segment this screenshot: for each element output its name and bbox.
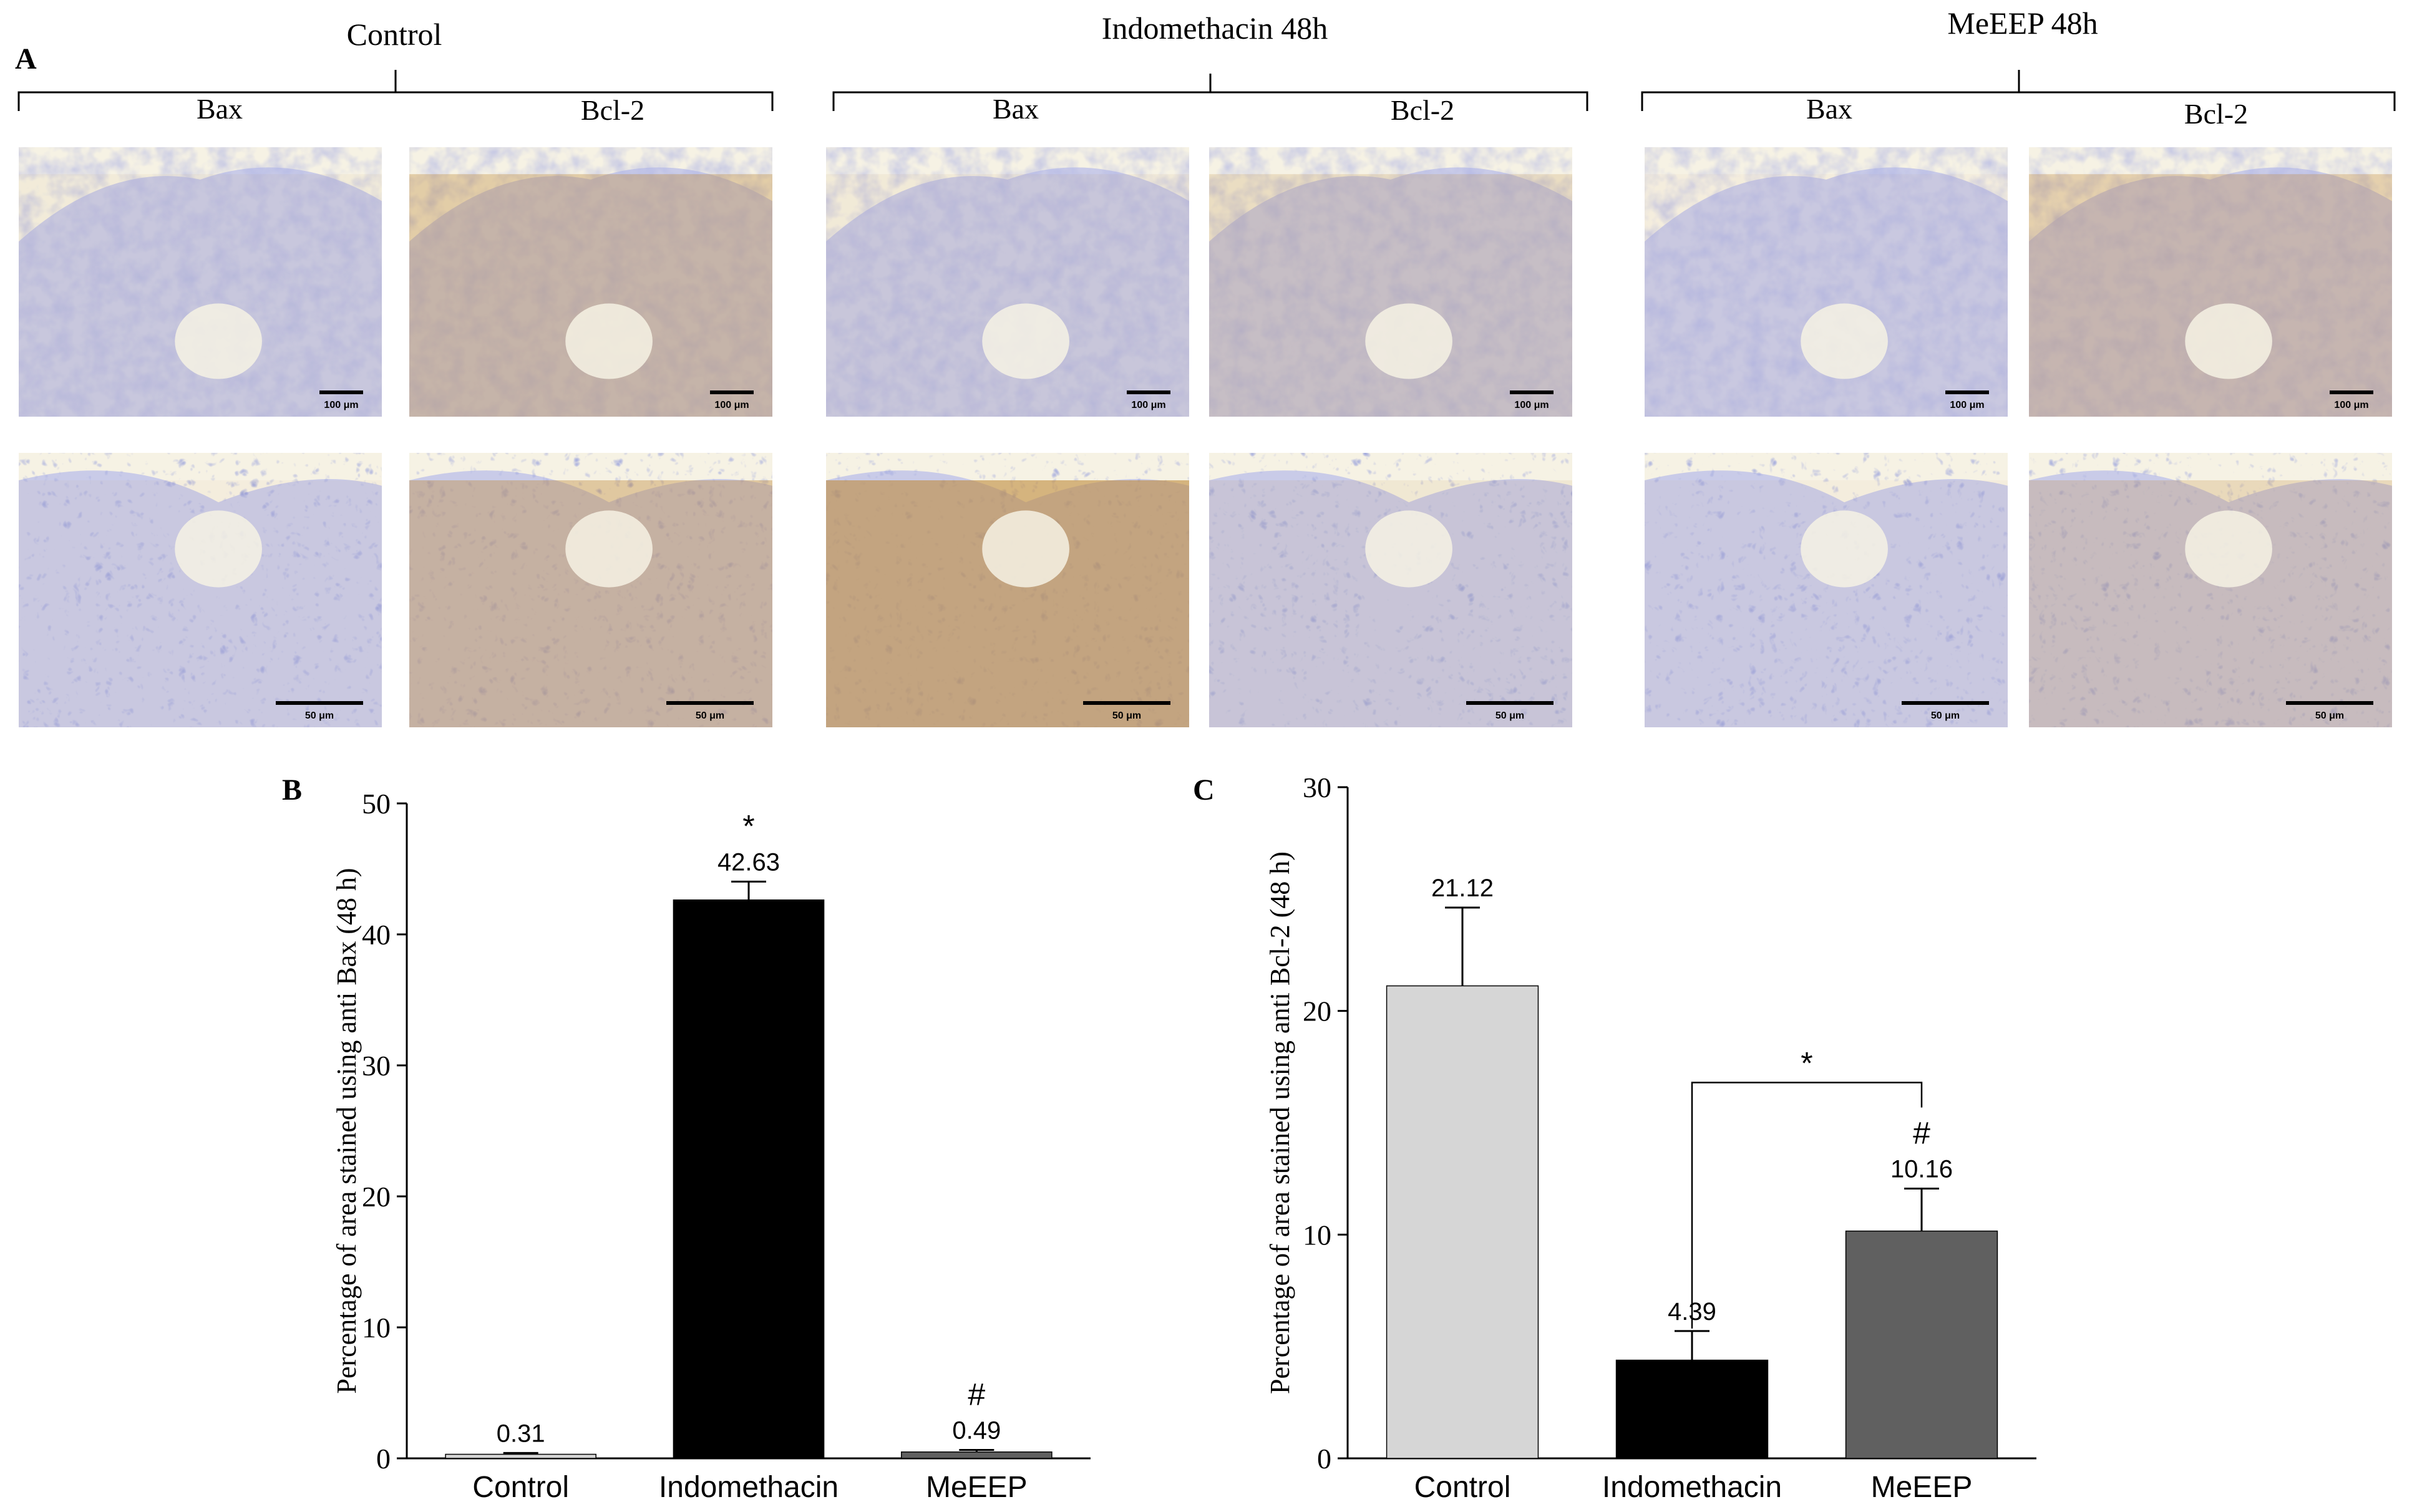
scale-bar-label: 50 μm bbox=[696, 710, 724, 721]
y-tick-label: 10 bbox=[1303, 1219, 1331, 1251]
scale-bar-line bbox=[1902, 701, 1989, 705]
bracket-indomethacin bbox=[832, 74, 1588, 111]
chart-b: B 0 10 20 30 40 50 Percentage of area stained u… bbox=[282, 773, 1091, 1504]
micrograph-indomethacin-bax-high-mag: 50 μm bbox=[826, 453, 1189, 727]
group-title-indomethacin: Indomethacin 48h bbox=[1102, 11, 1328, 46]
panel-letter-c: C bbox=[1193, 773, 1215, 807]
scale-bar-line bbox=[2330, 390, 2373, 394]
value-label: 0.31 bbox=[497, 1420, 545, 1447]
y-tick-label: 40 bbox=[362, 919, 391, 951]
y-tick-label: 50 bbox=[362, 788, 391, 820]
panel-a: A Control Indomethacin 48h MeEEP 48h Bax… bbox=[15, 6, 2396, 727]
group-title-meeep: MeEEP 48h bbox=[1947, 6, 2098, 41]
label-bcl2-meeep: Bcl-2 bbox=[2184, 98, 2248, 130]
scale-bar-line bbox=[1945, 390, 1989, 394]
y-tick-label: 0 bbox=[1317, 1443, 1331, 1475]
x-tick-label: Control bbox=[1414, 1471, 1511, 1504]
bar-control bbox=[445, 1453, 596, 1459]
value-label: 21.12 bbox=[1431, 875, 1494, 902]
scale-bar-line bbox=[1510, 390, 1554, 394]
scale-bar-line bbox=[1127, 390, 1170, 394]
scale-bar-label: 100 μm bbox=[2334, 400, 2368, 410]
x-tick-label: MeEEP bbox=[926, 1471, 1028, 1504]
value-label: 10.16 bbox=[1890, 1155, 1953, 1183]
group-title-control: Control bbox=[347, 17, 442, 52]
scale-bar-label: 100 μm bbox=[1131, 400, 1165, 410]
label-bcl2-control: Bcl-2 bbox=[581, 94, 644, 126]
scale-bar-line bbox=[2286, 701, 2373, 705]
scale-bar-line bbox=[319, 390, 363, 394]
scale-bar-label: 100 μm bbox=[714, 400, 749, 410]
bracket-control bbox=[17, 70, 774, 111]
micrographs: 100 μm 100 μm 100 μm 100 μm 100 μm 100 μm 50 μ… bbox=[19, 147, 2392, 727]
micrograph-meeep-bcl2-low-mag: 100 μm bbox=[2029, 147, 2392, 417]
y-tick-label: 30 bbox=[1303, 772, 1331, 803]
scale-bar-label: 50 μm bbox=[305, 710, 334, 721]
bar-indomethacin bbox=[673, 899, 825, 1459]
bracket-label: * bbox=[1801, 1045, 1812, 1080]
bar-meeep bbox=[1845, 1230, 1998, 1459]
bar-meeep bbox=[901, 1451, 1053, 1459]
micrograph-meeep-bcl2-high-mag: 50 μm bbox=[2029, 453, 2392, 727]
micrograph-control-bax-high-mag: 50 μm bbox=[19, 453, 382, 727]
bar-control bbox=[1386, 985, 1539, 1459]
scale-bar-line bbox=[710, 390, 754, 394]
micrograph-control-bcl2-high-mag: 50 μm bbox=[409, 453, 772, 727]
x-tick-label: Control bbox=[472, 1471, 569, 1504]
micrograph-meeep-bax-low-mag: 100 μm bbox=[1645, 147, 2008, 417]
x-tick-label: Indomethacin bbox=[659, 1471, 839, 1504]
scale-bar-label: 50 μm bbox=[2315, 710, 2344, 721]
value-label: 0.49 bbox=[952, 1417, 1001, 1445]
label-bcl2-indomethacin: Bcl-2 bbox=[1391, 94, 1454, 126]
micrograph-indomethacin-bax-low-mag: 100 μm bbox=[826, 147, 1189, 417]
micrograph-control-bax-low-mag: 100 μm bbox=[19, 147, 382, 417]
scale-bar-label: 50 μm bbox=[1112, 710, 1141, 721]
x-tick-label: MeEEP bbox=[1871, 1471, 1973, 1504]
micrograph-indomethacin-bcl2-high-mag: 50 μm bbox=[1209, 453, 1572, 727]
label-bax-indomethacin: Bax bbox=[993, 93, 1039, 125]
scale-bar-label: 100 μm bbox=[324, 400, 358, 410]
chart-c: C 0 10 20 30 Percentage of area stained using… bbox=[1193, 772, 2036, 1504]
y-tick-label: 0 bbox=[376, 1443, 391, 1475]
micrograph-meeep-bax-high-mag: 50 μm bbox=[1645, 453, 2008, 727]
panel-a-letter: A bbox=[15, 42, 37, 75]
bracket-meeep bbox=[1641, 70, 2396, 111]
x-tick-label: Indomethacin bbox=[1602, 1471, 1782, 1504]
value-label: 42.63 bbox=[717, 848, 780, 876]
significance-marker: # bbox=[1913, 1115, 1930, 1150]
group-brackets bbox=[17, 70, 2396, 111]
y-tick-label: 30 bbox=[362, 1050, 391, 1082]
significance-bracket bbox=[1691, 1082, 1923, 1329]
scale-bar-label: 50 μm bbox=[1495, 710, 1524, 721]
label-bax-meeep: Bax bbox=[1806, 93, 1852, 125]
y-axis-label: Percentage of area stained using anti Ba… bbox=[331, 868, 362, 1393]
panel-letter-b: B bbox=[282, 773, 302, 807]
y-axis-label: Percentage of area stained using anti Bc… bbox=[1265, 851, 1295, 1394]
scale-bar-line bbox=[1083, 701, 1170, 705]
scale-bar-label: 100 μm bbox=[1514, 400, 1549, 410]
significance-marker: # bbox=[968, 1377, 985, 1412]
scale-bar-label: 50 μm bbox=[1931, 710, 1960, 721]
scale-bar-line bbox=[276, 701, 363, 705]
label-bax-control: Bax bbox=[197, 93, 243, 125]
scale-bar-line bbox=[666, 701, 754, 705]
y-tick-label: 20 bbox=[1303, 996, 1331, 1027]
micrograph-indomethacin-bcl2-low-mag: 100 μm bbox=[1209, 147, 1572, 417]
scale-bar-line bbox=[1466, 701, 1554, 705]
y-tick-label: 10 bbox=[362, 1312, 391, 1344]
y-tick-label: 20 bbox=[362, 1181, 391, 1213]
bar-indomethacin bbox=[1615, 1359, 1769, 1459]
micrograph-control-bcl2-low-mag: 100 μm bbox=[409, 147, 772, 417]
scale-bar-label: 100 μm bbox=[1950, 400, 1984, 410]
significance-marker: * bbox=[742, 808, 754, 843]
